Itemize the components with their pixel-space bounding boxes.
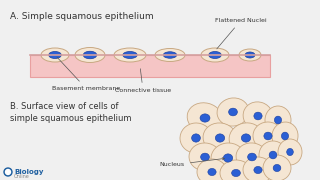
Text: Flattened Nuclei: Flattened Nuclei [215,18,267,49]
Ellipse shape [201,153,209,161]
Ellipse shape [229,123,263,153]
Ellipse shape [281,132,289,140]
Ellipse shape [187,103,223,133]
Ellipse shape [259,141,287,169]
Circle shape [5,170,11,174]
Ellipse shape [49,51,61,58]
Ellipse shape [215,134,225,142]
Ellipse shape [248,153,256,161]
Ellipse shape [278,139,302,165]
Ellipse shape [163,52,177,58]
Ellipse shape [243,157,273,180]
Ellipse shape [232,169,240,177]
Text: A. Simple squamous epithelium: A. Simple squamous epithelium [10,12,154,21]
Ellipse shape [217,98,249,126]
Ellipse shape [75,48,105,62]
Ellipse shape [287,148,293,156]
Text: Basement membrane: Basement membrane [52,57,120,91]
Ellipse shape [254,166,262,174]
Ellipse shape [201,48,229,62]
Ellipse shape [208,168,216,176]
Ellipse shape [200,114,210,122]
Ellipse shape [275,116,282,124]
Ellipse shape [245,52,255,58]
Text: Online: Online [14,174,30,179]
Ellipse shape [123,51,137,58]
Ellipse shape [155,48,185,62]
Ellipse shape [239,49,261,61]
Text: Biology: Biology [14,169,44,175]
Ellipse shape [273,164,281,172]
Ellipse shape [253,122,283,150]
Ellipse shape [243,102,273,130]
FancyBboxPatch shape [30,55,270,77]
Ellipse shape [220,160,252,180]
Ellipse shape [254,112,262,120]
Ellipse shape [269,151,277,159]
Ellipse shape [83,51,97,59]
Ellipse shape [265,106,291,134]
Text: B. Surface view of cells of
simple squamous epithelium: B. Surface view of cells of simple squam… [10,102,132,123]
Ellipse shape [241,134,251,142]
Ellipse shape [211,143,245,173]
Ellipse shape [189,143,221,171]
Ellipse shape [223,154,233,162]
Ellipse shape [209,51,221,58]
Circle shape [4,168,12,176]
Text: Connective tissue: Connective tissue [115,69,171,93]
Text: Nucleus: Nucleus [160,158,224,168]
Ellipse shape [41,48,69,62]
Ellipse shape [263,155,291,180]
Ellipse shape [272,122,298,150]
Ellipse shape [114,48,146,62]
Ellipse shape [192,134,200,142]
Ellipse shape [203,123,237,153]
Ellipse shape [228,108,237,116]
Ellipse shape [180,123,212,153]
Ellipse shape [236,143,268,171]
Ellipse shape [197,159,227,180]
Ellipse shape [264,132,272,140]
